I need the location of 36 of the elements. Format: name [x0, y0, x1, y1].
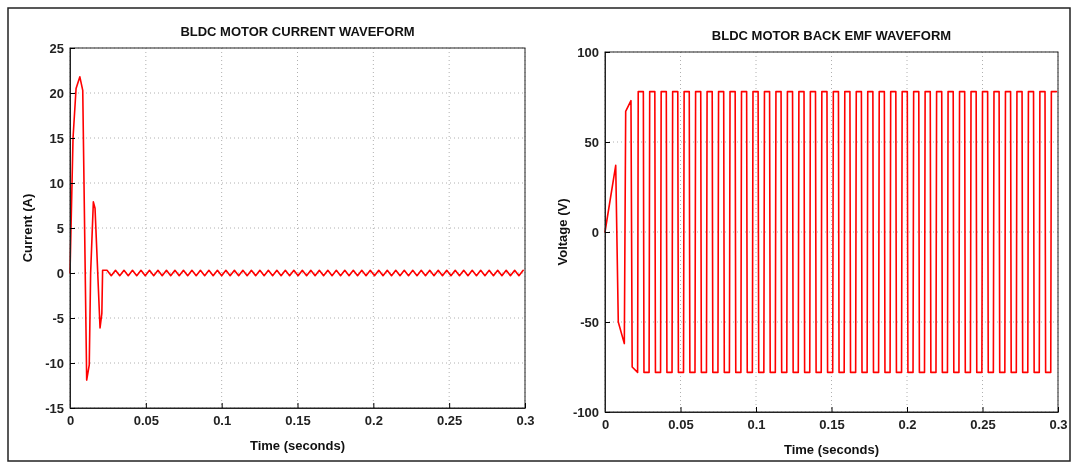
y-tick-label: 0 — [56, 265, 64, 281]
x-tick-label: 0.1 — [213, 413, 232, 429]
y-tick-label: -15 — [45, 400, 64, 416]
x-tick-label: 0.2 — [364, 413, 383, 429]
y-axis-title: Current (A) — [20, 193, 35, 263]
x-axis-title: Time (seconds) — [783, 442, 880, 457]
x-tick-label: 0.15 — [285, 413, 311, 429]
x-tick-label: 0.2 — [898, 417, 917, 433]
y-tick-label: 10 — [49, 175, 64, 191]
line-series — [69, 76, 524, 381]
y-axis-title: Voltage (V) — [555, 198, 570, 266]
x-tick-label: 0.1 — [747, 417, 766, 433]
x-tick-label: 0.25 — [437, 413, 463, 429]
x-tick-label: 0.05 — [133, 413, 159, 429]
x-tick-label: 0 — [601, 417, 610, 433]
x-axis-title: Time (seconds) — [249, 438, 346, 453]
y-tick-label: -10 — [45, 355, 64, 371]
line-series — [604, 90, 1058, 374]
chart-title: BLDC MOTOR CURRENT WAVEFORM — [180, 24, 415, 39]
y-tick-label: 25 — [49, 40, 64, 56]
y-tick-label: 50 — [584, 134, 599, 150]
x-tick-label: 0.25 — [970, 417, 996, 433]
x-tick-label: 0.3 — [516, 413, 535, 429]
y-tick-label: -50 — [580, 314, 599, 330]
x-tick-label: 0.05 — [668, 417, 694, 433]
y-tick-label: -100 — [572, 404, 599, 420]
y-tick-label: 15 — [49, 130, 64, 146]
x-tick-label: 0 — [66, 413, 75, 429]
y-tick-label: -5 — [52, 310, 64, 326]
y-tick-label: 100 — [577, 44, 599, 60]
chart-title: BLDC MOTOR BACK EMF WAVEFORM — [711, 28, 952, 43]
y-tick-label: 20 — [49, 85, 64, 101]
y-tick-label: 5 — [56, 220, 64, 236]
x-tick-label: 0.15 — [819, 417, 845, 433]
x-tick-label: 0.3 — [1049, 417, 1068, 433]
y-tick-label: 0 — [591, 224, 599, 240]
